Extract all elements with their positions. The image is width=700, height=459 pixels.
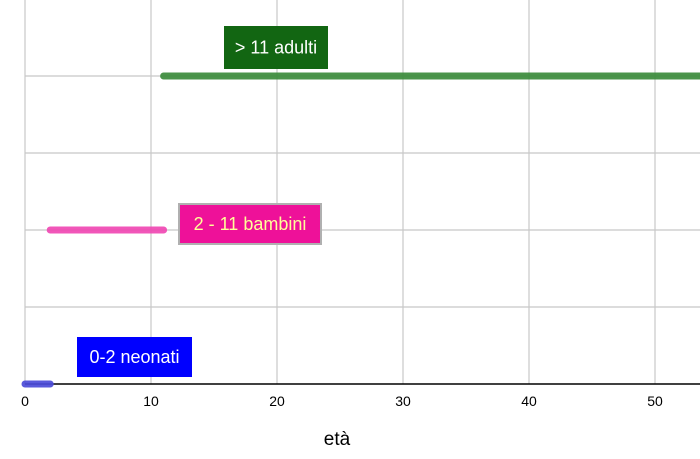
x-axis-label: età [324,429,351,450]
x-tick-label: 20 [269,393,285,409]
vertical-gridlines [24,0,656,384]
segment-label-box-2 [224,26,328,69]
x-tick-label: 0 [21,393,29,409]
segment-label-0: 0-2 neonati [89,347,179,367]
x-tick-labels: 0 10 20 30 40 50 [21,393,663,409]
segment-label-1: 2 - 11 bambini [194,214,307,234]
segment-label-2: > 11 adulti [235,38,317,58]
x-tick-label: 50 [647,393,663,409]
segment-labels: 0-2 neonati 2 - 11 bambini > 11 adulti [77,26,328,377]
segments [21,72,700,388]
segment-label-box-1 [178,203,322,245]
x-tick-label: 40 [521,393,537,409]
segment-label-box-0 [77,337,192,377]
x-tick-label: 10 [143,393,159,409]
horizontal-gridlines [25,75,700,308]
x-tick-label: 30 [395,393,411,409]
